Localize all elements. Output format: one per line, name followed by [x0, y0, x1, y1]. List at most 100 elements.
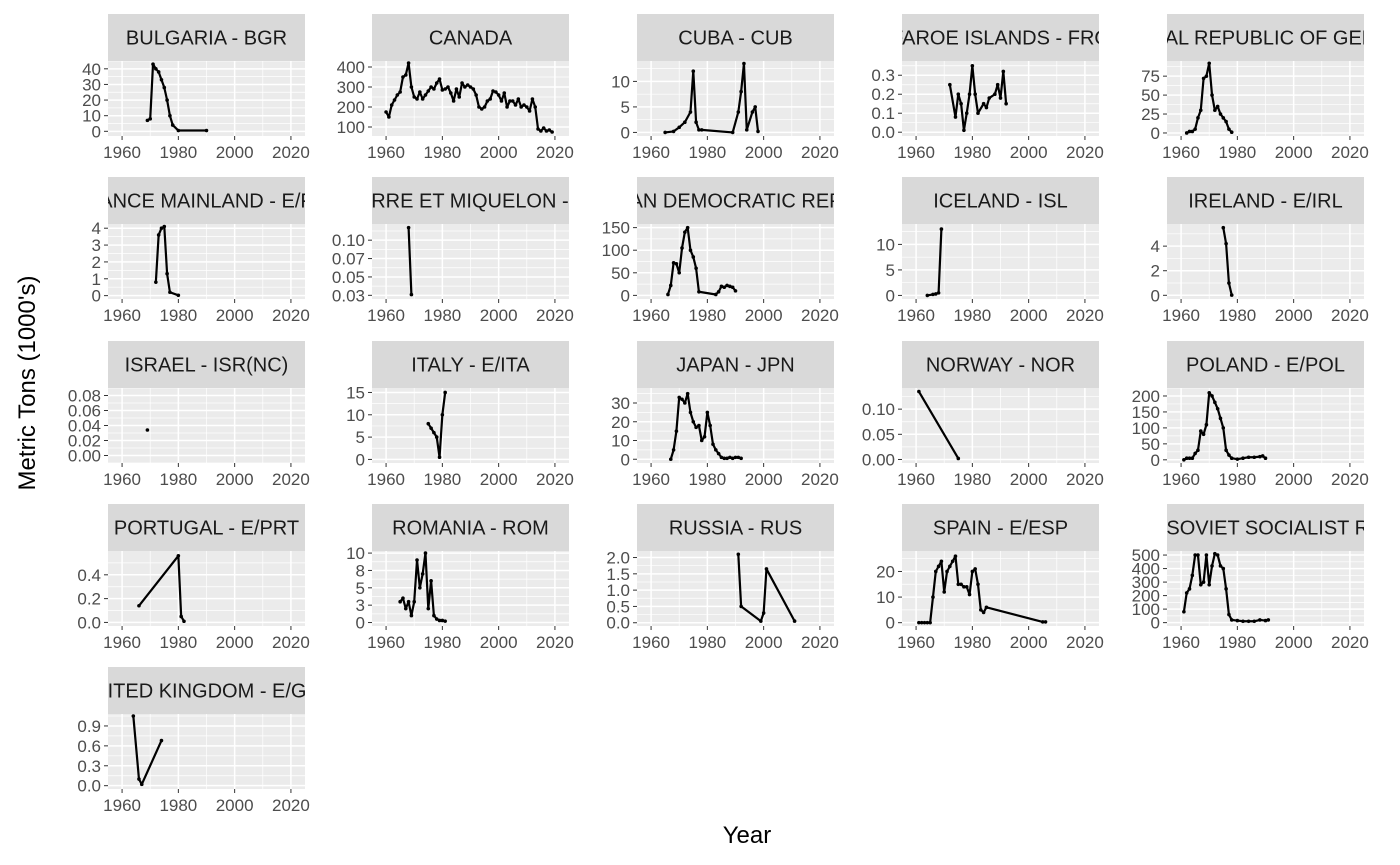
gridlines — [108, 551, 305, 626]
data-point — [471, 87, 476, 91]
data-point — [156, 70, 161, 74]
series-line — [137, 554, 186, 623]
facet-strip — [372, 341, 569, 388]
data-point — [742, 61, 746, 66]
x-tick-label: 2000 — [480, 143, 518, 162]
y-tick-label: 3 — [92, 236, 101, 255]
x-tick-label: 2020 — [272, 143, 310, 162]
x-tick-label: 2020 — [801, 143, 839, 162]
y-tick-label: 0.10 — [332, 231, 365, 250]
data-point — [420, 97, 425, 101]
y-tick-label: 25 — [1141, 105, 1160, 124]
data-point — [981, 101, 986, 106]
x-tick-label: 1960 — [897, 470, 935, 489]
data-point — [1004, 101, 1008, 106]
facet-title: UNION OF SOVIET SOCIALIST REPUBLICS — [1063, 518, 1400, 540]
data-point — [423, 551, 428, 555]
gridlines — [1167, 224, 1364, 299]
gridlines — [372, 388, 569, 463]
facet-strip — [637, 341, 834, 388]
x-tick-label: 1980 — [423, 470, 461, 489]
x-tick-label: 2000 — [745, 143, 783, 162]
facet-title: SPAIN - E/ESP — [933, 518, 1068, 540]
facet-strip — [637, 14, 834, 61]
data-point — [1221, 566, 1226, 571]
y-tick-label: 15 — [346, 383, 365, 402]
x-tick-label: 2020 — [801, 633, 839, 652]
data-point — [465, 83, 470, 87]
y-tick-label: 10 — [82, 107, 101, 126]
data-point — [733, 289, 738, 293]
data-point — [1215, 406, 1220, 411]
data-point — [1260, 454, 1265, 458]
data-point — [1207, 582, 1212, 587]
data-point — [159, 77, 164, 82]
y-tick-label: 0.5 — [606, 597, 630, 616]
y-tick-label: 400 — [337, 58, 365, 77]
x-tick-label: 1960 — [897, 143, 935, 162]
data-point — [1198, 429, 1203, 433]
x-tick-label: 1980 — [953, 143, 991, 162]
data-point — [131, 714, 136, 718]
data-point — [933, 292, 938, 296]
x-tick-label: 2020 — [1066, 470, 1104, 489]
data-point — [683, 120, 687, 125]
y-tick-label: 0.06 — [68, 402, 101, 421]
x-tick-label: 2000 — [1275, 143, 1313, 162]
x-tick-label: 1980 — [423, 633, 461, 652]
facet-strip — [108, 14, 305, 61]
data-point — [792, 619, 797, 623]
data-point — [674, 429, 679, 433]
data-point — [426, 606, 431, 611]
data-point — [468, 85, 473, 89]
data-point — [691, 69, 696, 74]
x-tick-label: 2020 — [1066, 143, 1104, 162]
data-point — [1227, 281, 1231, 285]
data-point — [714, 292, 718, 297]
y-tick-label: 150 — [1132, 403, 1160, 422]
y-tick-label: 10 — [346, 406, 365, 425]
y-tick-label: 0.03 — [332, 286, 365, 305]
data-point — [482, 105, 487, 109]
data-point — [736, 552, 741, 557]
data-point — [488, 97, 493, 101]
data-point — [1201, 76, 1206, 81]
y-tick-label: 10 — [876, 235, 895, 254]
y-tick-label: 1.5 — [606, 565, 630, 584]
y-tick-label: 0.0 — [606, 614, 630, 633]
x-axis-title: Year — [723, 822, 772, 849]
data-point — [694, 266, 698, 271]
x-tick-label: 2000 — [1010, 470, 1048, 489]
data-point — [933, 569, 938, 574]
data-point — [1187, 587, 1192, 591]
facet-panel: ITALY - E/ITA 0 5 10 15 1960 1980 2000 2020 — [346, 341, 574, 489]
data-point — [204, 128, 209, 133]
data-point — [756, 129, 760, 134]
data-point — [1204, 553, 1209, 557]
data-point — [939, 559, 944, 564]
data-point — [541, 126, 546, 130]
facet-strip — [902, 14, 1099, 61]
data-point — [148, 117, 153, 121]
y-tick-label: 100 — [1132, 600, 1160, 619]
data-point — [420, 572, 425, 576]
x-tick-label: 2000 — [216, 143, 254, 162]
gridlines — [372, 551, 569, 626]
facet-panel: UNION OF SOVIET SOCIALIST REPUBLICS01002… — [1063, 504, 1400, 652]
data-point — [716, 451, 721, 456]
data-point — [418, 586, 422, 590]
data-point — [970, 569, 975, 574]
data-point — [485, 99, 490, 103]
data-point — [409, 613, 414, 618]
x-tick-label: 1960 — [103, 306, 141, 325]
data-point — [1198, 108, 1203, 113]
data-point — [750, 110, 755, 114]
data-point — [1224, 241, 1228, 246]
x-tick-label: 2020 — [536, 633, 574, 652]
data-point — [1227, 612, 1231, 617]
data-point — [1210, 564, 1214, 568]
data-point — [446, 85, 450, 89]
